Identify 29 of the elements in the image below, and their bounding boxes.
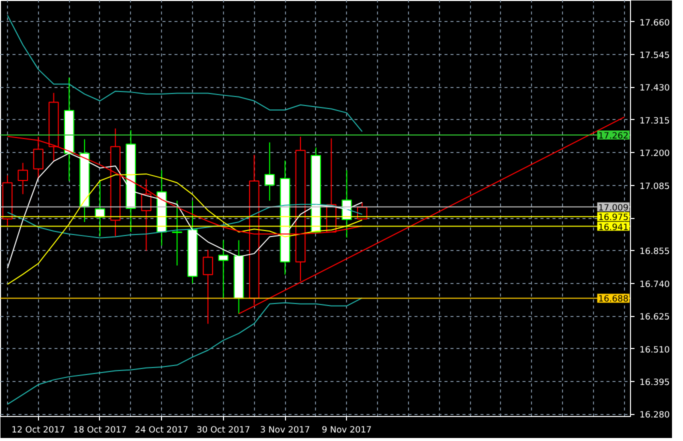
x-tick-label: 12 Oct 2017 [12,426,66,436]
candlestick [264,142,275,202]
ref-line-label: 17.262 [598,131,629,142]
y-tick-label: 17.315 [640,116,670,126]
candlestick [172,200,182,266]
x-tick-label: 18 Oct 2017 [73,426,127,436]
y-tick-label: 16.395 [640,378,670,388]
y-tick-label: 16.855 [640,247,670,258]
y-tick-label: 17.200 [640,149,670,160]
candlestick [202,249,214,324]
ref-line-label: 17.009 [598,203,629,214]
x-tick-label: 9 Nov 2017 [322,426,372,436]
ref-line-label: 16.975 [598,213,629,224]
y-tick-label: 16.740 [640,280,670,290]
y-tick-label: 17.660 [640,18,670,28]
ref-line-label: 16.688 [598,294,629,305]
y-tick-label: 16.280 [640,410,670,421]
ref-line-label: 16.941 [598,222,629,233]
x-tick-label: 30 Oct 2017 [196,426,250,436]
y-tick-label: 17.430 [640,84,670,94]
x-tick-label: 3 Nov 2017 [260,426,310,436]
y-tick-label: 17.085 [640,182,670,192]
line-series [6,297,363,405]
y-tick-label: 17.545 [640,51,670,62]
y-tick-label: 16.625 [640,312,670,323]
x-tick-label: 24 Oct 2017 [134,426,188,436]
line-series [6,14,363,132]
candlestick [18,162,28,195]
y-tick-label: 16.510 [640,345,670,356]
